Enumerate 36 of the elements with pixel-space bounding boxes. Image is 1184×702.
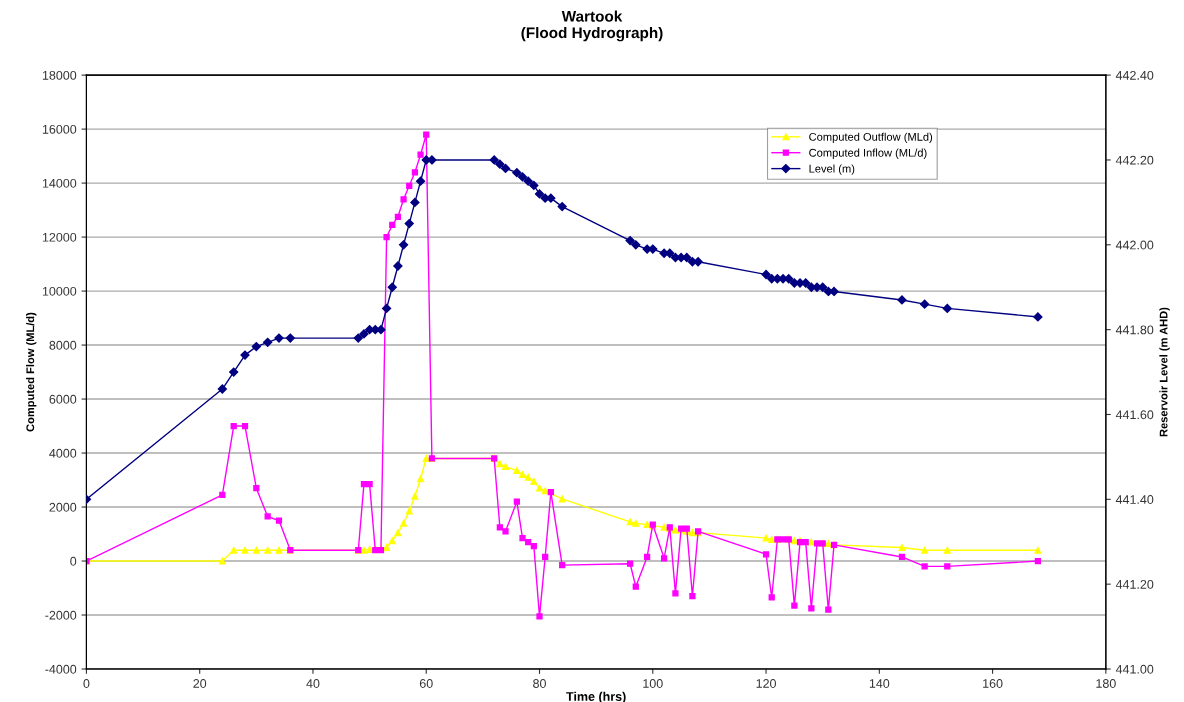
y2-tick-label: 441.20 <box>1115 579 1154 589</box>
y-axis-title: Computed Flow (ML/d) <box>26 312 37 432</box>
y-tick-label: -4000 <box>45 664 77 674</box>
y2-tick-label: 442.20 <box>1115 155 1154 165</box>
y2-tick-label: 441.60 <box>1115 410 1154 420</box>
y-tick-label: 14000 <box>42 178 77 188</box>
chart-title: Wartook (Flood Hydrograph) <box>521 10 663 42</box>
y2-tick-label: 441.40 <box>1115 495 1154 504</box>
y-tick-label: -2000 <box>45 610 77 620</box>
y-tick-label: 2000 <box>49 502 77 512</box>
y-tick-label: 16000 <box>42 124 77 134</box>
legend-label: Computed Inflow (ML/d) <box>809 148 927 159</box>
x-tick-label: 80 <box>533 679 546 688</box>
y2-tick-label: 442.00 <box>1115 240 1154 250</box>
y-tick-label: 18000 <box>42 70 77 80</box>
legend-label: Level (m) <box>809 164 855 175</box>
x-tick-label: 60 <box>419 679 433 688</box>
y2-axis-title: Reservoir Level (m AHD) <box>1159 307 1170 437</box>
x-tick-label: 160 <box>983 679 1003 688</box>
y2-tick-label: 441.80 <box>1115 325 1154 335</box>
y2-tick-label: 441.00 <box>1115 664 1154 674</box>
y-tick-label: 12000 <box>42 232 77 242</box>
x-tick-label: 120 <box>756 679 776 688</box>
x-tick-label: 40 <box>306 679 320 688</box>
legend-label: Computed Outflow (MLd) <box>809 132 933 143</box>
y-tick-label: 0 <box>70 556 77 566</box>
y-tick-label: 4000 <box>49 448 77 458</box>
y-tick-label: 10000 <box>42 286 77 296</box>
x-tick-label: 100 <box>643 679 663 688</box>
x-tick-label: 140 <box>869 679 890 688</box>
y-tick-label: 6000 <box>49 394 77 404</box>
y2-tick-label: 442.40 <box>1115 70 1154 80</box>
y-tick-label: 8000 <box>49 340 77 350</box>
x-tick-label: 20 <box>193 679 207 688</box>
x-tick-label: 180 <box>1096 679 1116 688</box>
x-tick-label: 0 <box>83 679 90 688</box>
